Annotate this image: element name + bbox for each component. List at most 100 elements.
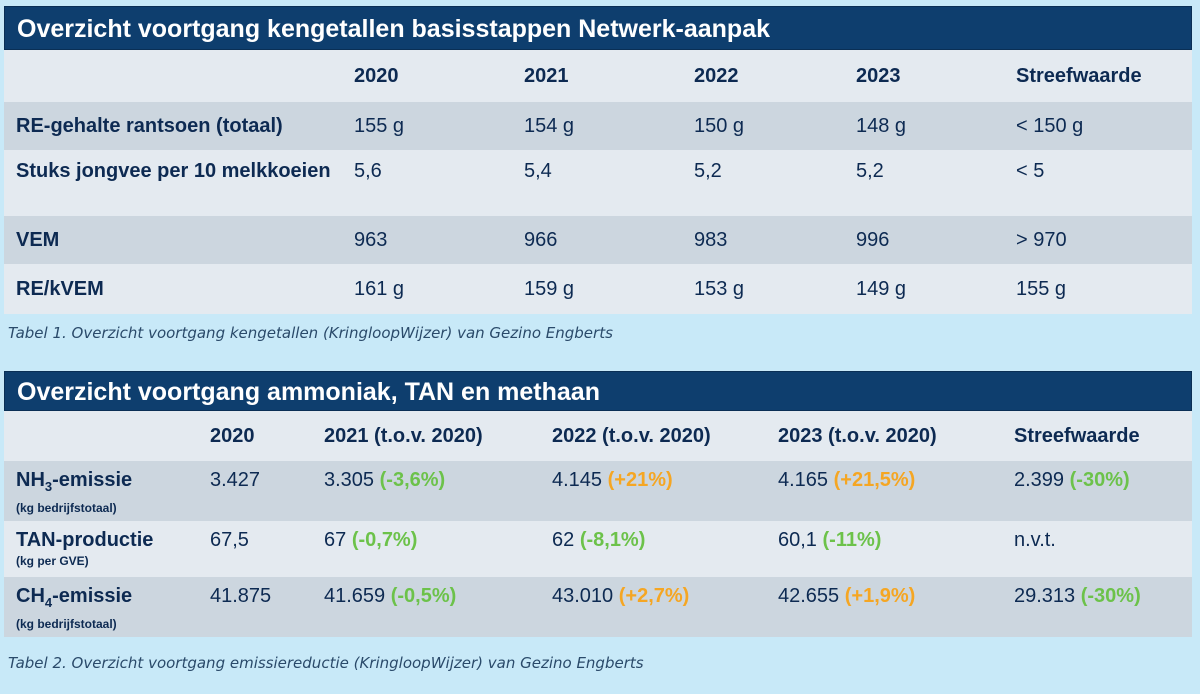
change-decrease: (-11%) (822, 529, 882, 551)
table2-header-cell: 2020 (210, 424, 255, 447)
table-cell: 41.659 (-0,5%) (312, 577, 540, 637)
value: 42.655 (778, 585, 840, 607)
change-decrease: (-0,7%) (351, 529, 418, 551)
table-cell: 4.165 (+21,5%) (766, 461, 1002, 521)
label-subscript: 4 (44, 595, 53, 610)
table2-header-cell (4, 411, 198, 461)
row-label: CH4-emissie (kg bedrijfstotaal) (4, 577, 198, 637)
table-cell: < 5 (1016, 160, 1045, 182)
table-cell: 148 g (856, 114, 907, 137)
table2-header-cell: 2022 (t.o.v. 2020) (552, 424, 711, 447)
table-cell: 41.875 (210, 585, 272, 607)
change-decrease: (-30%) (1069, 469, 1130, 491)
table-cell: n.v.t. (1014, 529, 1056, 551)
row-label: RE/kVEM (16, 277, 104, 300)
row-label: TAN-productie (kg per GVE) (4, 521, 198, 577)
table-cell: 2.399 (-30%) (1002, 461, 1192, 521)
table-row: TAN-productie (kg per GVE) 67,5 67 (-0,7… (4, 521, 1192, 577)
table2-header-cell: Streefwaarde (1014, 424, 1140, 447)
change-increase: (+2,7%) (618, 585, 690, 607)
table1-header-cell: 2021 (524, 64, 569, 87)
table-row: NH3-emissie (kg bedrijfstotaal) 3.427 3.… (4, 461, 1192, 521)
table-cell: 67,5 (210, 529, 249, 551)
table2-title: Overzicht voortgang ammoniak, TAN en met… (4, 371, 1192, 411)
change-decrease: (-3,6%) (379, 469, 446, 491)
table-cell: 5,4 (524, 160, 552, 182)
table-cell: 67 (-0,7%) (312, 521, 540, 577)
value: 4.145 (552, 469, 603, 491)
table1-header-cell (4, 50, 342, 102)
table-cell: 43.010 (+2,7%) (540, 577, 766, 637)
table-cell: 42.655 (+1,9%) (766, 577, 1002, 637)
change-decrease: (-30%) (1080, 585, 1141, 607)
table2: 2020 2021 (t.o.v. 2020) 2022 (t.o.v. 202… (4, 411, 1192, 637)
table1-header-cell: 2022 (694, 64, 739, 87)
value: 2.399 (1014, 469, 1065, 491)
table-cell: 60,1 (-11%) (766, 521, 1002, 577)
table-cell: 62 (-8,1%) (540, 521, 766, 577)
row-label: VEM (16, 228, 60, 251)
label-pre: CH (16, 585, 45, 607)
table-cell: 3.305 (-3,6%) (312, 461, 540, 521)
value: 3.305 (324, 469, 375, 491)
label-pre: NH (16, 469, 45, 491)
change-decrease: (-0,5%) (390, 585, 457, 607)
table1-header-cell: Streefwaarde (1016, 64, 1142, 87)
value: 60,1 (778, 529, 817, 551)
table-cell: 161 g (354, 277, 405, 300)
row-label: Stuks jongvee per 10 melkkoeien (16, 160, 331, 182)
table-cell: 29.313 (-30%) (1002, 577, 1192, 637)
value: 67 (324, 529, 347, 551)
label-post: -emissie (52, 585, 133, 607)
table-cell: > 970 (1016, 228, 1067, 251)
row-label-main: TAN-productie (16, 529, 154, 551)
change-increase: (+1,9%) (844, 585, 916, 607)
table-cell: 155 g (354, 114, 405, 137)
table1-title: Overzicht voortgang kengetallen basissta… (4, 6, 1192, 50)
table-cell: 966 (524, 228, 558, 251)
change-increase: (+21,5%) (833, 469, 916, 491)
table2-block: Overzicht voortgang ammoniak, TAN en met… (4, 371, 1192, 637)
table-row: CH4-emissie (kg bedrijfstotaal) 41.875 4… (4, 577, 1192, 637)
table-cell: 983 (694, 228, 728, 251)
row-label-main: NH3-emissie (16, 469, 198, 498)
change-decrease: (-8,1%) (579, 529, 646, 551)
table-cell: 149 g (856, 277, 907, 300)
value: 4.165 (778, 469, 829, 491)
table-cell: 153 g (694, 277, 745, 300)
table-row: RE/kVEM 161 g 159 g 153 g 149 g 155 g (4, 264, 1192, 314)
table-row: Stuks jongvee per 10 melkkoeien 5,6 5,4 … (4, 150, 1192, 216)
table-row: RE-gehalte rantsoen (totaal) 155 g 154 g… (4, 102, 1192, 150)
value: 62 (552, 529, 575, 551)
table-cell: 155 g (1016, 277, 1067, 300)
row-unit: (kg bedrijfstotaal) (16, 617, 117, 631)
table2-header-cell: 2023 (t.o.v. 2020) (778, 424, 937, 447)
row-label: NH3-emissie (kg bedrijfstotaal) (4, 461, 198, 521)
value: 43.010 (552, 585, 614, 607)
table-row: VEM 963 966 983 996 > 970 (4, 216, 1192, 264)
table1-header-row: 2020 2021 2022 2023 Streefwaarde (4, 50, 1192, 102)
value: 29.313 (1014, 585, 1076, 607)
label-post: -emissie (52, 469, 133, 491)
row-unit: (kg per GVE) (16, 554, 89, 568)
table-cell: 3.427 (210, 469, 261, 491)
row-label-main: CH4-emissie (16, 585, 198, 614)
table1-caption: Tabel 1. Overzicht voortgang kengetallen… (8, 324, 613, 342)
value: 41.659 (324, 585, 386, 607)
table-cell: 996 (856, 228, 890, 251)
table-cell: 150 g (694, 114, 745, 137)
table-cell: 963 (354, 228, 388, 251)
row-unit: (kg bedrijfstotaal) (16, 501, 117, 515)
table-cell: 154 g (524, 114, 575, 137)
table-cell: 5,6 (354, 160, 382, 182)
table2-header-cell: 2021 (t.o.v. 2020) (324, 424, 483, 447)
table-cell: 4.145 (+21%) (540, 461, 766, 521)
table-cell: 5,2 (856, 160, 884, 182)
change-increase: (+21%) (607, 469, 673, 491)
label-subscript: 3 (44, 479, 53, 494)
table-cell: < 150 g (1016, 114, 1084, 137)
table-cell: 159 g (524, 277, 575, 300)
table1-header-cell: 2020 (354, 64, 399, 87)
table1-header-cell: 2023 (856, 64, 901, 87)
table1-block: Overzicht voortgang kengetallen basissta… (4, 6, 1192, 314)
